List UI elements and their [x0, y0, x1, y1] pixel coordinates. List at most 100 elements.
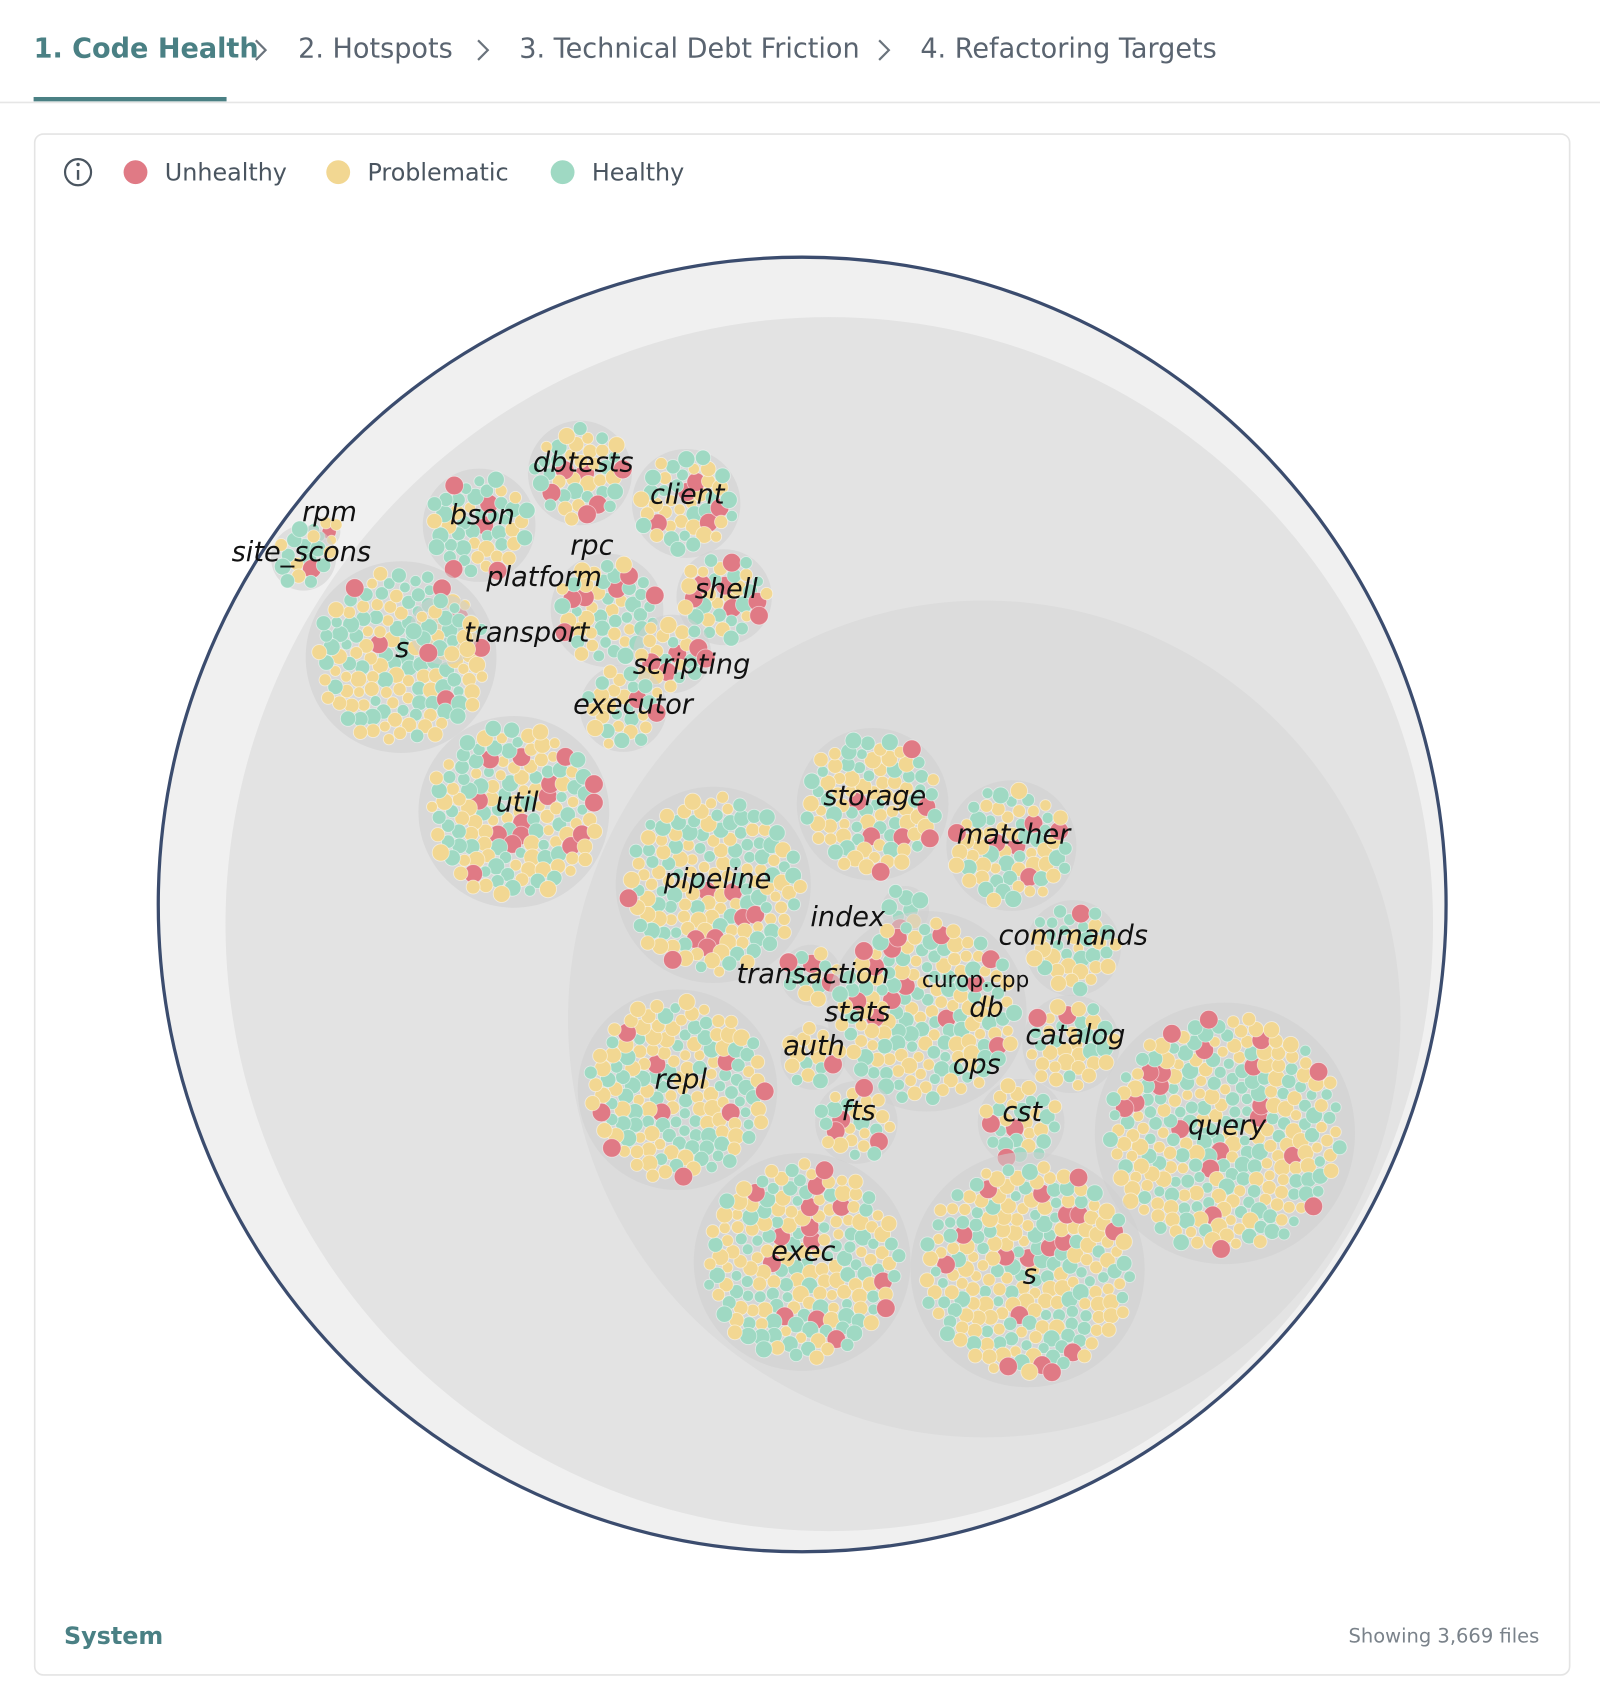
file-circle[interactable]	[698, 861, 711, 874]
file-circle[interactable]	[370, 598, 384, 612]
file-circle[interactable]	[1116, 1305, 1130, 1319]
file-circle[interactable]	[992, 1322, 1006, 1336]
file-circle[interactable]	[862, 1314, 880, 1332]
file-circle[interactable]	[945, 923, 962, 940]
file-circle[interactable]	[946, 1241, 960, 1255]
file-circle[interactable]	[895, 1090, 909, 1104]
file-circle[interactable]	[1108, 937, 1123, 952]
file-circle[interactable]	[683, 564, 699, 579]
file-circle[interactable]	[365, 723, 381, 739]
file-circle[interactable]	[711, 1014, 726, 1028]
file-circle[interactable]	[418, 643, 439, 663]
file-circle[interactable]	[927, 808, 943, 824]
file-circle[interactable]	[961, 872, 978, 889]
file-circle[interactable]	[933, 1203, 948, 1218]
file-circle[interactable]	[629, 1000, 647, 1018]
file-circle[interactable]	[743, 851, 756, 864]
file-circle[interactable]	[791, 1195, 804, 1207]
file-circle[interactable]	[947, 856, 965, 874]
file-circle[interactable]	[922, 1058, 935, 1071]
file-circle[interactable]	[907, 929, 923, 946]
file-circle[interactable]	[564, 864, 577, 877]
file-circle[interactable]	[858, 1202, 874, 1218]
file-circle[interactable]	[509, 858, 523, 872]
file-circle[interactable]	[327, 601, 345, 619]
file-circle[interactable]	[608, 613, 623, 629]
file-circle[interactable]	[484, 719, 502, 738]
file-circle[interactable]	[991, 986, 1005, 1001]
file-circle[interactable]	[1009, 1190, 1022, 1203]
file-circle[interactable]	[731, 1057, 746, 1073]
file-circle[interactable]	[448, 602, 461, 615]
file-circle[interactable]	[1035, 1056, 1050, 1072]
file-circle[interactable]	[676, 468, 689, 482]
file-circle[interactable]	[392, 682, 407, 697]
file-circle[interactable]	[441, 818, 456, 833]
file-circle[interactable]	[1079, 1309, 1093, 1323]
file-circle[interactable]	[632, 490, 650, 508]
file-circle[interactable]	[880, 898, 898, 916]
file-circle[interactable]	[1111, 1212, 1126, 1228]
file-circle[interactable]	[644, 818, 657, 831]
file-circle[interactable]	[372, 566, 389, 582]
file-circle[interactable]	[725, 614, 738, 628]
file-circle[interactable]	[430, 827, 446, 843]
file-circle[interactable]	[1027, 804, 1040, 818]
file-circle[interactable]	[746, 1303, 760, 1318]
file-circle[interactable]	[799, 810, 815, 826]
file-circle[interactable]	[501, 550, 517, 566]
file-circle[interactable]	[992, 1089, 1008, 1105]
file-circle[interactable]	[844, 731, 863, 750]
file-circle[interactable]	[845, 1324, 864, 1342]
file-circle[interactable]	[426, 496, 443, 512]
file-circle[interactable]	[478, 877, 494, 893]
file-circle[interactable]	[1050, 1196, 1063, 1209]
file-circle[interactable]	[843, 1026, 858, 1042]
file-circle[interactable]	[982, 1273, 996, 1287]
file-circle[interactable]	[770, 1215, 784, 1229]
file-circle[interactable]	[1313, 1155, 1326, 1168]
file-circle[interactable]	[427, 538, 446, 556]
file-circle[interactable]	[330, 518, 343, 532]
file-circle[interactable]	[832, 1228, 845, 1241]
file-circle[interactable]	[1156, 1103, 1172, 1118]
file-circle[interactable]	[1005, 1004, 1023, 1022]
file-circle[interactable]	[435, 716, 448, 730]
file-circle[interactable]	[1001, 1024, 1014, 1037]
file-circle[interactable]	[383, 600, 398, 614]
file-circle[interactable]	[769, 890, 782, 903]
file-circle[interactable]	[679, 1049, 692, 1062]
file-circle[interactable]	[713, 1080, 726, 1093]
file-circle[interactable]	[1081, 1067, 1097, 1084]
file-circle[interactable]	[829, 1239, 843, 1253]
file-circle[interactable]	[539, 808, 555, 824]
file-circle[interactable]	[821, 1135, 835, 1150]
file-circle[interactable]	[1193, 1171, 1206, 1184]
file-circle[interactable]	[523, 884, 536, 897]
file-circle[interactable]	[724, 1085, 739, 1100]
file-circle[interactable]	[1077, 1348, 1092, 1364]
file-circle[interactable]	[995, 821, 1009, 835]
file-circle[interactable]	[1097, 1271, 1110, 1284]
file-circle[interactable]	[1282, 1200, 1296, 1214]
file-circle[interactable]	[315, 615, 332, 632]
file-circle[interactable]	[684, 885, 701, 902]
file-circle[interactable]	[494, 769, 507, 781]
file-circle[interactable]	[1071, 1079, 1085, 1092]
file-circle[interactable]	[777, 913, 791, 926]
file-circle[interactable]	[722, 1153, 738, 1169]
file-circle[interactable]	[789, 1347, 804, 1363]
file-circle[interactable]	[992, 1295, 1005, 1308]
file-circle[interactable]	[1281, 1073, 1297, 1089]
file-circle[interactable]	[361, 625, 374, 638]
file-circle[interactable]	[1004, 889, 1023, 909]
file-circle[interactable]	[585, 638, 599, 653]
file-circle[interactable]	[323, 545, 337, 559]
file-circle[interactable]	[989, 969, 1004, 983]
file-circle[interactable]	[573, 561, 592, 580]
file-circle[interactable]	[892, 1078, 905, 1091]
file-circle[interactable]	[1153, 1140, 1166, 1154]
file-circle[interactable]	[432, 592, 449, 610]
file-circle[interactable]	[854, 1078, 874, 1098]
file-circle[interactable]	[567, 795, 580, 808]
